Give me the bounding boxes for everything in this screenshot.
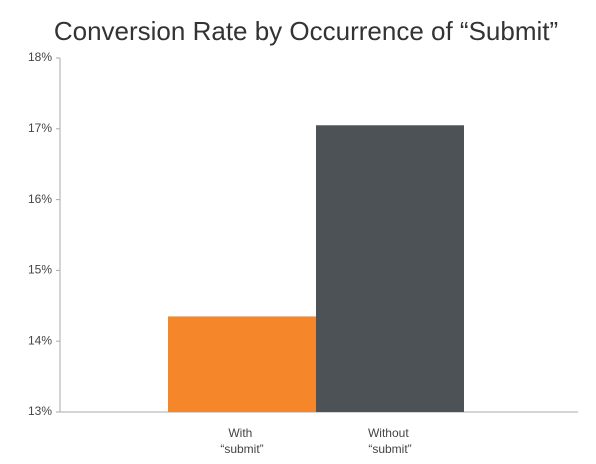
y-tick-label: 18% <box>28 50 52 64</box>
bar <box>316 125 464 412</box>
x-tick-label: Without “submit” <box>368 426 412 456</box>
y-tick-label: 17% <box>28 121 52 135</box>
y-tick-label: 16% <box>28 192 52 206</box>
y-tick-label: 13% <box>28 404 52 418</box>
bar <box>168 316 316 412</box>
y-tick-label: 15% <box>28 263 52 277</box>
chart-title: Conversion Rate by Occurrence of “Submit… <box>54 16 558 46</box>
x-tick-label: With “submit” <box>220 426 263 456</box>
y-tick-label: 14% <box>28 333 52 347</box>
